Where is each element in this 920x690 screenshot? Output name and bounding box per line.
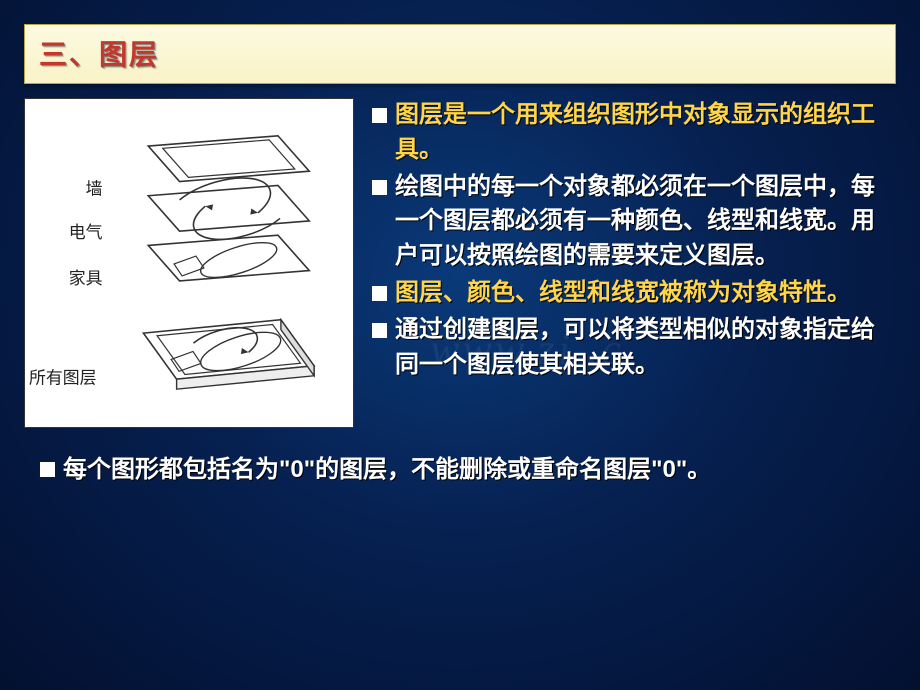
layers-figure: 墙电气家具所有图层 <box>24 98 354 428</box>
bullet-marker <box>372 108 387 123</box>
svg-text:电气: 电气 <box>69 223 103 242</box>
bullet-marker <box>372 286 387 301</box>
bullet-item: 通过创建图层，可以将类型相似的对象指定给同一个图层使其相关联。 <box>372 313 896 383</box>
bullet-item: 图层、颜色、线型和线宽被称为对象特性。 <box>372 276 896 311</box>
section-title-bar: 三、图层 <box>24 24 896 84</box>
bullet-item: 图层是一个用来组织图形中对象显示的组织工具。 <box>372 98 896 168</box>
svg-text:家具: 家具 <box>69 269 103 288</box>
svg-text:墙: 墙 <box>86 179 103 198</box>
bullet-marker <box>40 462 55 477</box>
bullets-right: 图层是一个用来组织图形中对象显示的组织工具。绘图中的每一个对象都必须在一个图层中… <box>372 98 896 428</box>
svg-text:所有图层: 所有图层 <box>29 368 97 387</box>
bullet-text: 图层是一个用来组织图形中对象显示的组织工具。 <box>395 98 896 168</box>
bullet-text: 图层、颜色、线型和线宽被称为对象特性。 <box>395 276 896 311</box>
bullet-item: 每个图形都包括名为"0"的图层，不能删除或重命名图层"0"。 <box>40 452 880 488</box>
bullets-bottom: 每个图形都包括名为"0"的图层，不能删除或重命名图层"0"。 <box>40 452 880 488</box>
content-row: 墙电气家具所有图层 图层是一个用来组织图形中对象显示的组织工具。绘图中的每一个对… <box>24 98 896 428</box>
section-title: 三、图层 <box>39 39 159 70</box>
bullet-text: 通过创建图层，可以将类型相似的对象指定给同一个图层使其相关联。 <box>395 313 896 383</box>
bullet-marker <box>372 180 387 195</box>
bullet-text: 绘图中的每一个对象都必须在一个图层中，每一个图层都必须有一种颜色、线型和线宽。用… <box>395 170 896 274</box>
bullet-item: 绘图中的每一个对象都必须在一个图层中，每一个图层都必须有一种颜色、线型和线宽。用… <box>372 170 896 274</box>
layers-svg: 墙电气家具所有图层 <box>25 99 353 427</box>
bullet-text: 每个图形都包括名为"0"的图层，不能删除或重命名图层"0"。 <box>63 452 880 488</box>
bullet-marker <box>372 323 387 338</box>
